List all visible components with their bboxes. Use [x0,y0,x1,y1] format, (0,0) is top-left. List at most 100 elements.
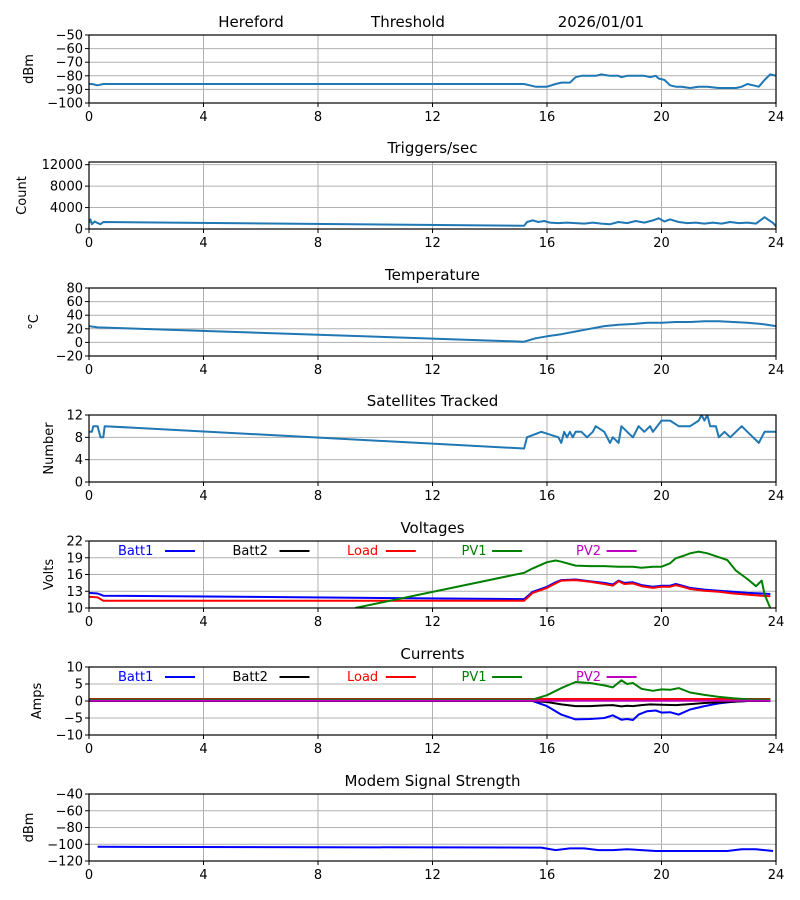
x-tick-label: 16 [539,742,556,757]
y-axis-label: °C [27,314,42,330]
y-tick-label: −70 [56,56,83,71]
y-tick-label: 4 [75,453,83,468]
y-tick-label: −20 [56,350,83,365]
x-tick-label: 16 [539,110,556,125]
x-tick-label: 24 [768,489,785,504]
x-tick-label: 0 [85,489,93,504]
chart-title: Currents [400,645,464,663]
x-tick-label: 16 [539,363,556,378]
chart-title: Temperature [384,266,480,284]
series-line-pv1 [354,550,772,608]
series-line-batt1 [89,578,771,601]
x-tick-label: 20 [653,742,670,757]
chart-threshold: 0 4 8 12 16 20 24 −100−90−80−70−60−50 dBm [22,29,784,126]
x-tick-label: 8 [314,110,322,125]
legend-label-pv1: PV1 [462,544,487,559]
y-axis-label: Number [42,422,57,475]
series-line-threshold [89,73,776,89]
series-line-batt2 [89,700,771,708]
x-tick-label: 8 [314,236,322,251]
x-tick-label: 20 [653,110,670,125]
y-tick-label: 12000 [42,158,83,173]
header-date: 2026/01/01 [558,13,644,31]
y-tick-label: 0 [75,695,83,710]
chart-satellites: 0 4 8 12 16 20 24 0 4 8 12 Satellites Tracked Number [42,392,784,504]
x-tick-label: 24 [768,868,785,883]
x-tick-label: 0 [85,363,93,378]
y-axis-label: Amps [30,682,45,719]
x-tick-label: 0 [85,236,93,251]
x-tick-label: 4 [199,615,207,630]
y-tick-label: 22 [66,535,83,550]
y-tick-label: 0 [75,476,83,491]
series-line-load [89,579,771,602]
y-tick-label: 16 [66,568,83,583]
chart-triggers: 0 4 8 12 16 20 24 0 4000 8000 12000 Triggers/sec Cou… [15,139,784,251]
y-tick-label: 13 [66,585,83,600]
x-tick-label: 4 [199,110,207,125]
y-tick-label: 20 [66,322,83,337]
x-tick-label: 8 [314,868,322,883]
legend-label-batt1: Batt1 [118,670,153,685]
x-tick-label: 16 [539,236,556,251]
x-tick-label: 12 [424,615,441,630]
legend-label-batt2: Batt2 [233,544,268,559]
legend-label-pv2: PV2 [576,544,601,559]
x-tick-label: 12 [424,363,441,378]
series-group [89,415,776,450]
y-tick-label: 5 [75,678,83,693]
series-line-modem [97,845,774,852]
chart-title: Triggers/sec [387,139,478,157]
series-line-pv1 [89,679,771,701]
y-axis-label: Volts [42,559,57,591]
x-tick-label: 16 [539,489,556,504]
series-group [89,216,776,227]
x-tick-label: 20 [653,615,670,630]
y-tick-label: 80 [66,282,83,297]
x-tick-label: 12 [424,868,441,883]
y-tick-label: −60 [56,42,83,57]
x-tick-label: 24 [768,742,785,757]
x-tick-label: 12 [424,236,441,251]
x-tick-label: 20 [653,236,670,251]
legend: Batt1 Batt2 Load PV1 PV2 [118,670,637,685]
y-tick-label: −90 [56,83,83,98]
x-tick-label: 8 [314,615,322,630]
x-tick-label: 12 [424,742,441,757]
y-tick-label: −120 [47,855,83,870]
y-tick-label: 40 [66,309,83,324]
y-tick-label: −80 [56,69,83,84]
chart-modem: 0 4 8 12 16 20 24 −120 −100 −80 −60−40 Modem Signal… [22,772,784,883]
header-mode: Threshold [370,13,445,31]
legend-label-pv1: PV1 [462,670,487,685]
x-tick-label: 4 [199,742,207,757]
chart-title: Voltages [400,519,464,537]
y-tick-label: −80 [56,821,83,836]
y-axis-label: dBm [22,54,37,84]
series-line-temperature [89,320,776,343]
x-tick-label: 4 [199,489,207,504]
series-group [97,845,774,852]
header-station: Hereford [218,13,283,31]
x-tick-label: 16 [539,868,556,883]
y-tick-label: −40 [56,788,83,803]
x-tick-label: 24 [768,236,785,251]
series-group [89,320,776,343]
legend: Batt1 Batt2 Load PV1 PV2 [118,544,637,559]
x-tick-label: 8 [314,363,322,378]
x-tick-label: 20 [653,489,670,504]
legend-label-load: Load [347,670,378,685]
y-tick-label: −50 [56,29,83,44]
y-tick-label: −60 [56,804,83,819]
x-tick-label: 8 [314,489,322,504]
series-line-triggers [89,216,776,227]
y-tick-label: 10 [66,602,83,617]
y-tick-label: 0 [75,336,83,351]
x-tick-label: 4 [199,363,207,378]
y-tick-label: 8 [75,431,83,446]
x-tick-label: 20 [653,363,670,378]
